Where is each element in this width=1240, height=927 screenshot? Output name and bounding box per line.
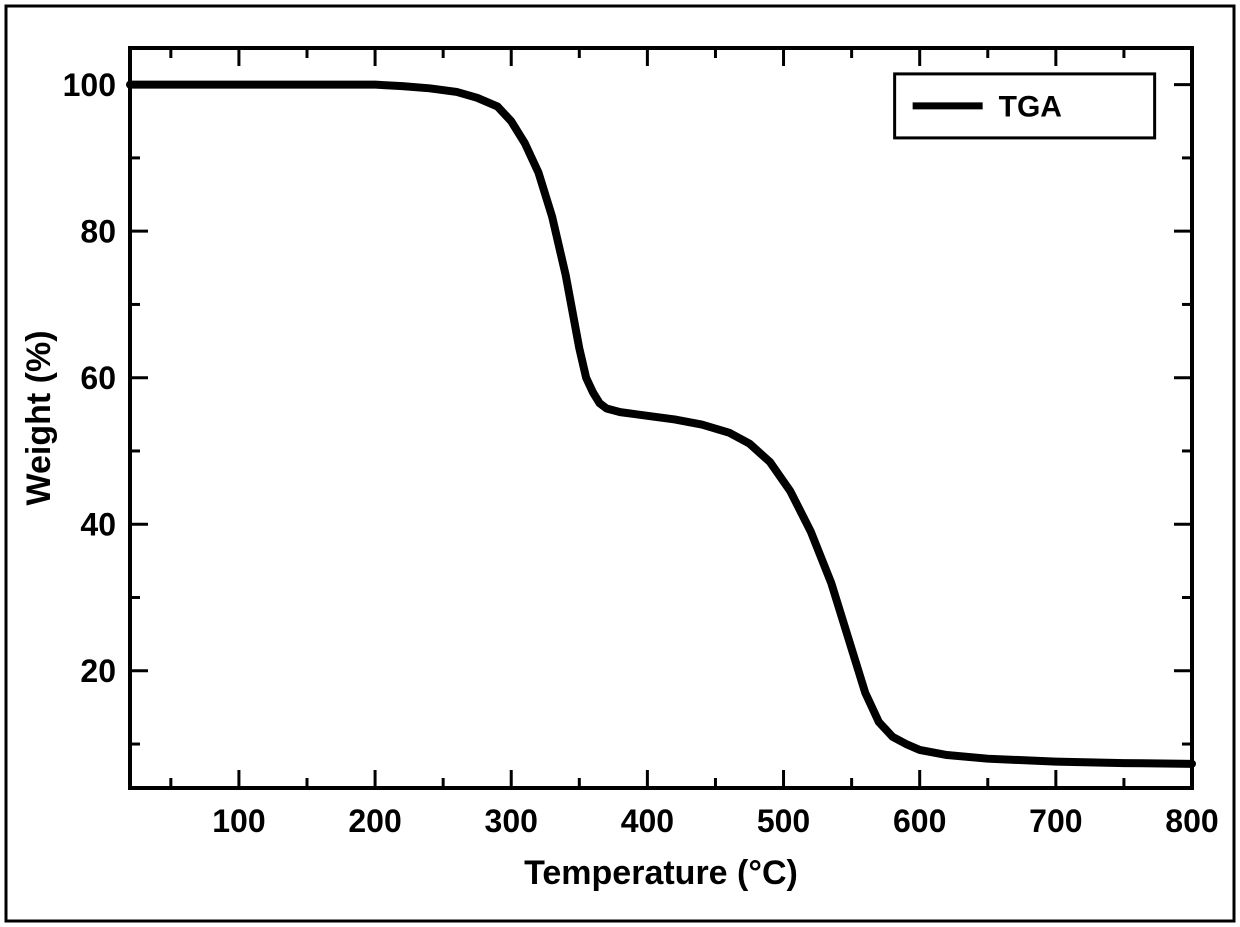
tga-chart: 100 200 300 400 500 600 700 800 20 40 60 80 100 Tempe… bbox=[0, 0, 1240, 927]
legend-item-label: TGA bbox=[999, 90, 1062, 123]
x-tick-label: 700 bbox=[1029, 803, 1082, 839]
x-tick-label: 100 bbox=[212, 803, 265, 839]
x-tick-label: 600 bbox=[893, 803, 946, 839]
x-tick-label: 200 bbox=[348, 803, 401, 839]
x-tick-label: 400 bbox=[621, 803, 674, 839]
x-tick-label: 500 bbox=[757, 803, 810, 839]
y-axis-label: Weight (%) bbox=[20, 330, 58, 505]
y-tick-label: 100 bbox=[63, 67, 116, 103]
x-tick-label: 300 bbox=[485, 803, 538, 839]
x-axis-label: Temperature (°C) bbox=[524, 854, 798, 892]
y-tick-label: 40 bbox=[80, 506, 116, 542]
x-tick-label: 800 bbox=[1165, 803, 1218, 839]
y-tick-label: 20 bbox=[80, 653, 116, 689]
legend: TGA bbox=[895, 74, 1155, 138]
y-tick-label: 80 bbox=[80, 213, 116, 249]
y-tick-label: 60 bbox=[80, 360, 116, 396]
